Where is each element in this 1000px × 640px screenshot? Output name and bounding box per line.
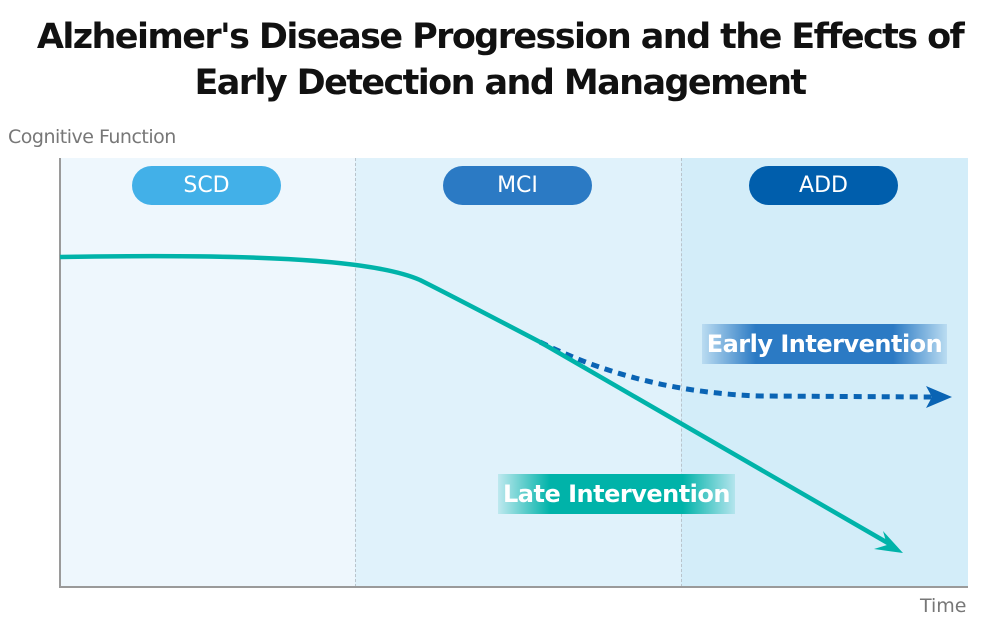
stage-panel-add [681, 158, 968, 587]
diagram-title: Alzheimer's Disease Progression and the … [0, 14, 1000, 106]
late-intervention-curve [59, 253, 895, 548]
stage-divider [355, 158, 356, 587]
y-axis-label: Cognitive Function [8, 126, 176, 148]
stage-badge-scd: SCD [132, 166, 281, 205]
stage-divider [681, 158, 682, 587]
stage-badge-add: ADD [749, 166, 898, 205]
early-arrowhead-icon [926, 386, 952, 408]
x-axis-label: Time [920, 595, 967, 617]
late-arrowhead-icon [874, 531, 903, 553]
stage-panel-mci [355, 158, 681, 587]
early-intervention-label: Early Intervention [702, 324, 947, 364]
early-intervention-curve [538, 339, 933, 400]
late-intervention-label: Late Intervention [498, 474, 735, 514]
title-line-1: Alzheimer's Disease Progression and the … [36, 17, 965, 57]
stage-badge-mci: MCI [443, 166, 592, 205]
title-line-2: Early Detection and Management [194, 63, 807, 103]
stage-panel-scd [60, 158, 355, 587]
